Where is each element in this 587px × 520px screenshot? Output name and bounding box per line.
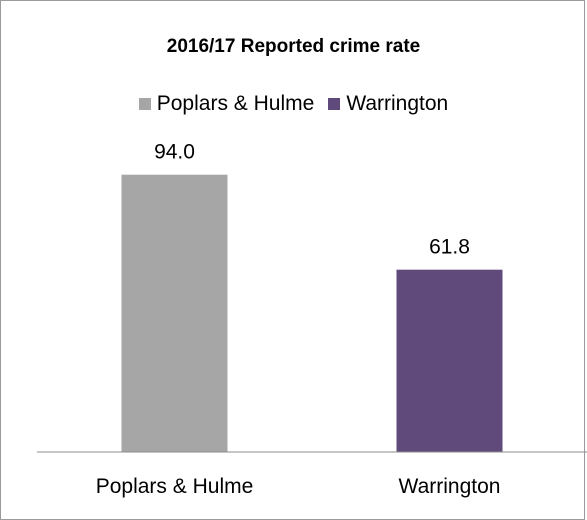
legend-item-poplars-hulme: Poplars & Hulme xyxy=(138,92,315,116)
bar-warrington xyxy=(396,269,503,452)
data-label-warrington: 61.8 xyxy=(429,236,470,259)
data-label-poplars-hulme: 94.0 xyxy=(154,141,195,164)
legend-label-warrington: Warrington xyxy=(346,92,449,115)
x-tick-label-warrington: Warrington xyxy=(399,475,501,498)
chart-title: 2016/17 Reported crime rate xyxy=(166,36,421,57)
legend-label-poplars-hulme: Poplars & Hulme xyxy=(156,92,315,115)
chart-legend: Poplars & Hulme Warrington xyxy=(0,92,587,116)
bar-poplars-hulme xyxy=(121,174,228,452)
legend-swatch-warrington xyxy=(328,98,341,110)
legend-item-warrington: Warrington xyxy=(328,92,448,116)
legend-swatch-poplars-hulme xyxy=(138,98,151,110)
x-tick-label-poplars-hulme: Poplars & Hulme xyxy=(96,475,254,498)
